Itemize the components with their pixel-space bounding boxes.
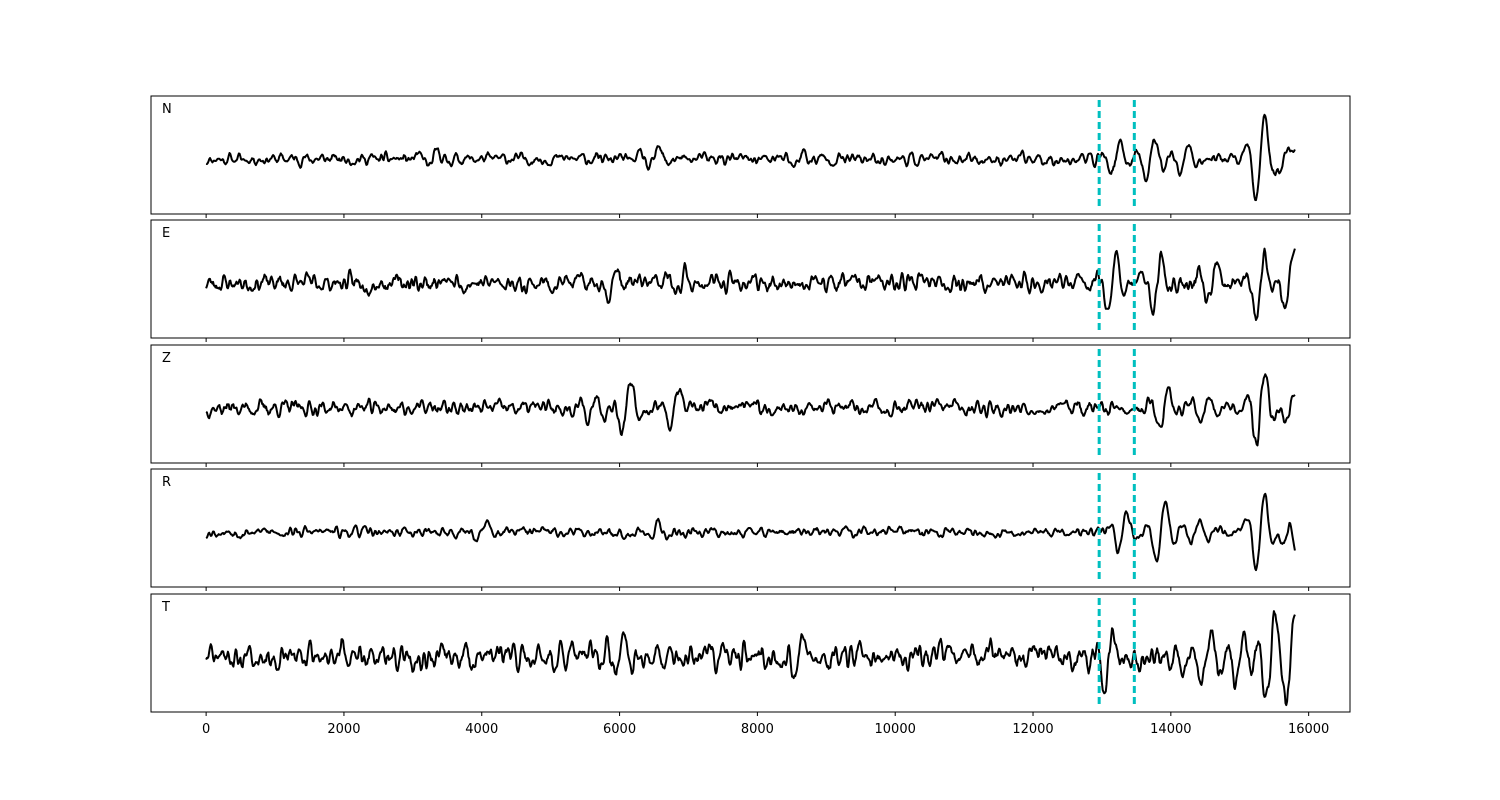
waveform-trace — [205, 610, 1296, 707]
waveform-trace — [205, 492, 1296, 572]
x-tick-label: 10000 — [875, 722, 916, 737]
panel-frame — [150, 344, 1351, 464]
panel-n: N — [150, 95, 1351, 218]
panel-z: Z — [150, 344, 1351, 467]
panel-r: R — [150, 468, 1351, 591]
panel-label: T — [161, 600, 170, 615]
x-axis: 0 2000 4000 6000 8000 10000 12000 14000 16000 — [202, 722, 1329, 737]
waveform-trace — [205, 373, 1296, 447]
panel-label: N — [162, 102, 172, 117]
x-tick-label: 6000 — [603, 722, 636, 737]
panel-label: E — [162, 226, 170, 241]
x-tick-label: 0 — [202, 722, 210, 737]
panel-label: Z — [162, 351, 171, 366]
x-tick-label: 2000 — [327, 722, 360, 737]
x-tick-label: 4000 — [465, 722, 498, 737]
waveform-trace — [205, 113, 1296, 202]
panel-frame — [150, 219, 1351, 339]
panel-label: R — [162, 475, 171, 490]
panel-t: T — [150, 593, 1351, 716]
panel-e: E — [150, 219, 1351, 342]
x-tick-label: 8000 — [741, 722, 774, 737]
x-tick-label: 14000 — [1150, 722, 1191, 737]
x-tick-label: 12000 — [1012, 722, 1053, 737]
panels-group: N E Z R T — [150, 95, 1351, 716]
x-tick-label: 16000 — [1288, 722, 1329, 737]
waveform-trace — [205, 247, 1296, 321]
